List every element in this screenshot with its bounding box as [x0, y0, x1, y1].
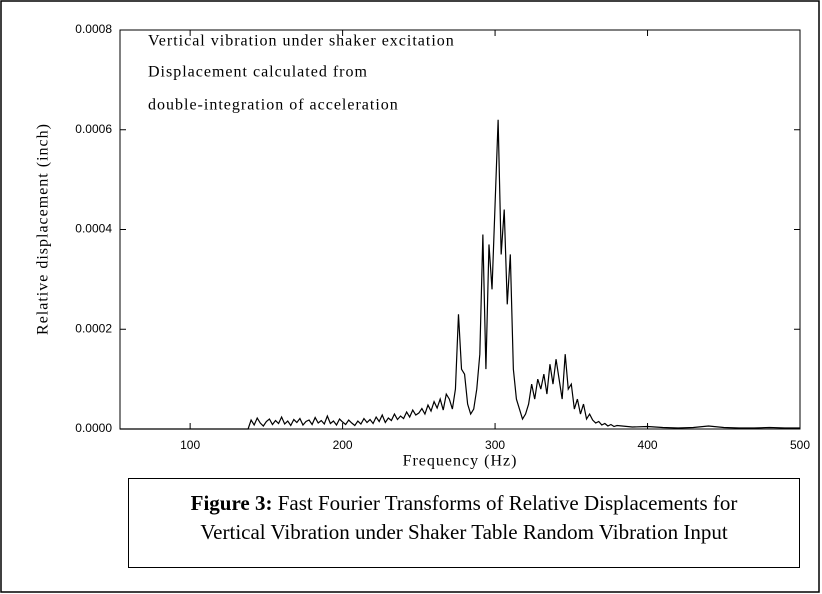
y-tick-label: 0.0004 — [75, 222, 112, 236]
x-tick-label: 300 — [485, 438, 505, 452]
caption-text: Fast Fourier Transforms of Relative Disp… — [200, 491, 738, 544]
x-tick-label: 200 — [333, 438, 353, 452]
y-tick-label: 0.0006 — [75, 122, 112, 136]
y-axis-label: Relative displacement (inch) — [35, 123, 52, 335]
y-tick-label: 0.0002 — [75, 321, 112, 335]
caption: Figure 3: Fast Fourier Transforms of Rel… — [128, 478, 800, 568]
y-tick-label: 0.0008 — [75, 22, 112, 36]
x-tick-label: 100 — [180, 438, 200, 452]
x-tick-label: 500 — [790, 438, 810, 452]
x-axis-label: Frequency (Hz) — [403, 453, 518, 470]
annotation: double-integration of acceleration — [148, 97, 399, 114]
plot-area — [119, 29, 801, 430]
annotation: Vertical vibration under shaker excitati… — [148, 33, 455, 50]
x-tick-label: 400 — [638, 438, 658, 452]
caption-label: Figure 3: — [190, 491, 273, 515]
y-tick-label: 0.0000 — [75, 421, 112, 435]
annotation: Displacement calculated from — [148, 64, 368, 81]
data-line — [120, 119, 800, 430]
